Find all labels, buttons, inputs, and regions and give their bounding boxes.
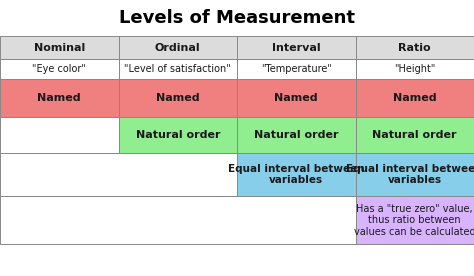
Text: "Height": "Height" <box>394 64 436 74</box>
Text: Has a "true zero" value,
thus ratio between
values can be calculated: Has a "true zero" value, thus ratio betw… <box>354 203 474 237</box>
Text: Equal interval between
variables: Equal interval between variables <box>346 164 474 185</box>
Text: Ordinal: Ordinal <box>155 43 201 53</box>
Text: Ratio: Ratio <box>399 43 431 53</box>
Text: Equal interval between
variables: Equal interval between variables <box>228 164 365 185</box>
Text: Interval: Interval <box>272 43 320 53</box>
Bar <box>0 196 356 244</box>
Bar <box>356 79 474 117</box>
Bar <box>237 79 356 117</box>
Text: "Eye color": "Eye color" <box>32 64 86 74</box>
Bar <box>0 36 118 59</box>
Bar <box>237 36 356 59</box>
Text: Named: Named <box>156 93 200 103</box>
Bar <box>0 59 118 79</box>
Bar <box>118 79 237 117</box>
Text: Named: Named <box>274 93 318 103</box>
Bar <box>356 36 474 59</box>
Bar <box>356 117 474 153</box>
Bar <box>237 153 356 196</box>
Bar <box>0 153 237 196</box>
Bar <box>118 36 237 59</box>
Text: Natural order: Natural order <box>254 130 338 140</box>
Bar <box>356 59 474 79</box>
Text: "Temperature": "Temperature" <box>261 64 332 74</box>
Bar <box>237 117 356 153</box>
Bar <box>356 153 474 196</box>
Text: Natural order: Natural order <box>136 130 220 140</box>
Text: Nominal: Nominal <box>34 43 85 53</box>
Text: Named: Named <box>393 93 437 103</box>
Text: Named: Named <box>37 93 81 103</box>
Text: Levels of Measurement: Levels of Measurement <box>119 9 355 27</box>
Text: Natural order: Natural order <box>373 130 457 140</box>
Bar <box>237 59 356 79</box>
Text: "Level of satisfaction": "Level of satisfaction" <box>124 64 231 74</box>
Bar <box>0 79 118 117</box>
Bar <box>118 59 237 79</box>
Bar <box>118 117 237 153</box>
Bar <box>356 196 474 244</box>
Bar <box>0 117 118 153</box>
